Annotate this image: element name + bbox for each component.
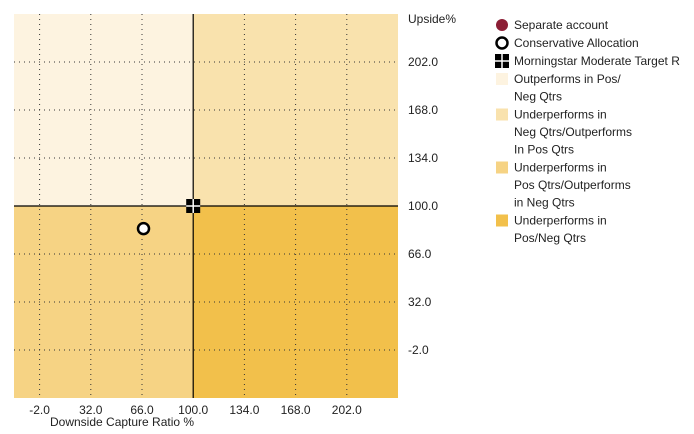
quadrant-3 <box>14 206 194 398</box>
legend-swatch-2 <box>496 161 508 174</box>
quadrant-4 <box>193 206 398 398</box>
x-tick-labels: -2.0 32.0 66.0 100.0 134.0 168.0 202.0 <box>29 403 362 417</box>
y-axis-title: Upside% <box>408 12 456 26</box>
point-series-2-0 <box>186 199 201 213</box>
legend-swatch-1 <box>496 108 508 121</box>
legend-label-1: Conservative Allocation <box>514 36 639 50</box>
legend-marker-1 <box>495 36 509 50</box>
legend-label-0: Separate account <box>514 18 609 32</box>
x-tick-label-3: 100.0 <box>178 403 208 417</box>
y-tick-label-5: 32.0 <box>408 295 432 309</box>
x-tick-label-4: 134.0 <box>229 403 259 417</box>
legend-swatch-0 <box>496 73 508 85</box>
y-tick-label-4: 66.0 <box>408 247 432 261</box>
x-tick-label-1: 32.0 <box>79 403 103 417</box>
legend-swatch-3 <box>496 214 508 227</box>
grid-lines <box>14 14 398 398</box>
legend-quadrant-label-3: Underperforms in Pos/Neg Qtrs <box>514 214 607 246</box>
x-axis-title: Downside Capture Ratio % <box>50 415 194 429</box>
legend-quadrant-label-2: Underperforms in Pos Qtrs/Outperforms in N… <box>514 161 631 210</box>
y-tick-label-6: -2.0 <box>408 343 429 357</box>
point-series-1-0 <box>136 221 151 236</box>
x-tick-label-5: 168.0 <box>281 403 311 417</box>
legend-label-2: Morningstar Moderate Target R <box>514 54 680 68</box>
x-tick-label-6: 202.0 <box>332 403 362 417</box>
y-tick-labels: 202.0 168.0 134.0 100.0 66.0 32.0 -2.0 <box>408 55 438 357</box>
legend-marker-0 <box>496 19 508 31</box>
legend-quadrant-label-0: Outperforms in Pos/Neg Qtrs <box>514 72 621 104</box>
data-points <box>136 199 201 236</box>
y-tick-label-1: 168.0 <box>408 103 438 117</box>
y-tick-label-2: 134.0 <box>408 151 438 165</box>
x-tick-label-0: -2.0 <box>29 403 50 417</box>
x-tick-label-2: 66.0 <box>130 403 154 417</box>
y-tick-label-0: 202.0 <box>408 55 438 69</box>
legend-marker-2 <box>495 54 509 68</box>
quadrant-1 <box>14 14 194 206</box>
legend: Separate account Conservative Allocation M… <box>495 18 680 245</box>
y-tick-label-3: 100.0 <box>408 199 438 213</box>
legend-quadrant-label-1: Underperforms in Neg Qtrs/Outperforms In P… <box>514 108 632 157</box>
